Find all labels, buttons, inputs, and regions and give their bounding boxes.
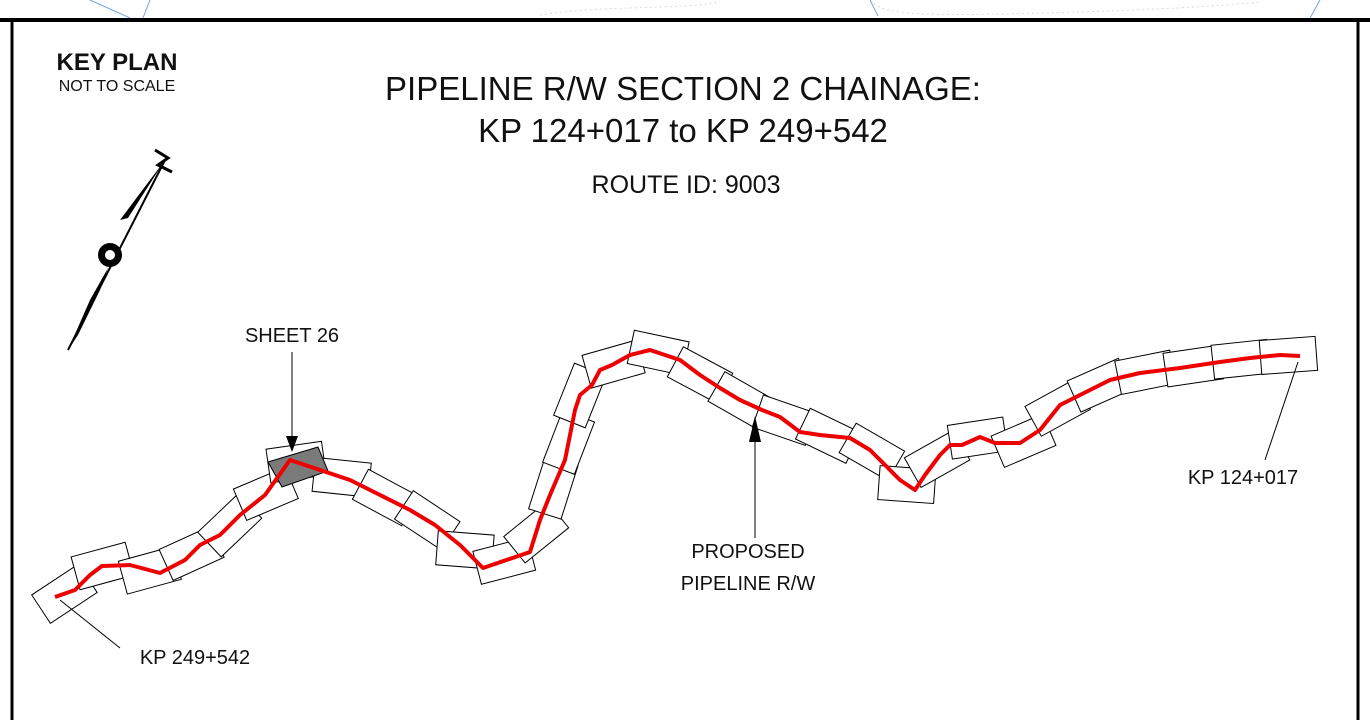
proposed-label-1: PROPOSED — [691, 541, 804, 563]
title-line2: KP 124+017 to KP 249+542 — [478, 112, 888, 149]
sheet-label: SHEET 26 — [245, 325, 339, 347]
key-plan-subtitle: NOT TO SCALE — [59, 78, 175, 95]
background-map-strip — [89, 0, 1321, 19]
frame — [0, 18, 1370, 720]
kp-start-leader — [1264, 361, 1299, 461]
pipeline-route — [54, 348, 1301, 599]
route-id: ROUTE ID: 9003 — [592, 171, 781, 199]
north-arrow — [67, 148, 173, 351]
proposed-label-2: PIPELINE R/W — [681, 573, 816, 595]
sheet-arrowhead — [286, 436, 298, 452]
kp-end-label: KP 249+542 — [140, 647, 250, 669]
title-line1: PIPELINE R/W SECTION 2 CHAINAGE: — [385, 70, 981, 107]
kp-start-label: KP 124+017 — [1188, 467, 1298, 489]
kp-end-leader — [59, 599, 121, 649]
sheet-boxes — [31, 329, 1319, 624]
proposed-arrowhead — [749, 416, 761, 442]
key-plan-title: KEY PLAN — [57, 49, 178, 76]
